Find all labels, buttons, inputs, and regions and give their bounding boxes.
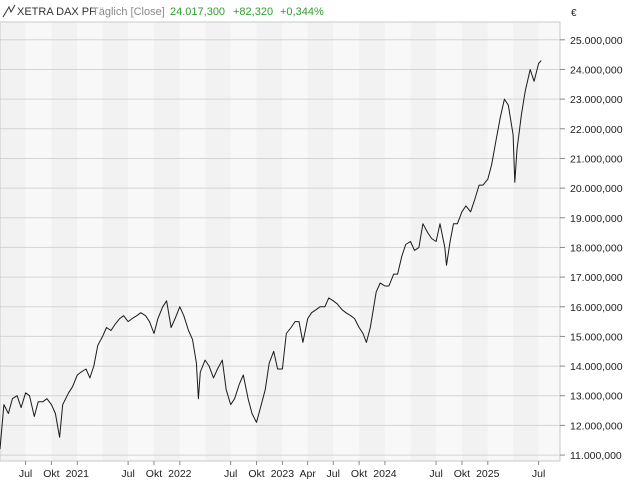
quarter-band	[307, 22, 334, 461]
quarter-band	[25, 22, 52, 461]
y-tick-label: 23.000,000	[570, 94, 623, 106]
y-tick-label: 24.000,000	[570, 64, 623, 76]
quarter-band	[359, 22, 385, 461]
plot-frame	[0, 21, 561, 462]
chart-header: XETRA DAX PF Täglich [Close] 24.017,300 …	[2, 4, 324, 18]
quarter-band	[179, 22, 206, 461]
y-tick-label: 16.000,000	[570, 302, 623, 314]
quarter-band	[102, 22, 129, 461]
y-tick-label: 18.000,000	[570, 242, 623, 254]
y-tick-label: 15.000,000	[570, 331, 623, 343]
x-axis: Jul Okt 2021 Jul Okt 2022 Jul Okt 2023 Apr Jul Okt 2…	[19, 461, 545, 480]
series-layer	[0, 60, 542, 450]
currency-symbol: €	[571, 8, 577, 19]
time-bands	[0, 22, 560, 461]
last-price: 24.017,300	[170, 6, 225, 18]
price-change-percent: +0,344%	[280, 6, 324, 18]
x-tick-label: 2025	[476, 468, 500, 480]
quarter-band	[487, 22, 514, 461]
y-tick-label: 22.000,000	[570, 124, 623, 136]
quarter-band	[77, 22, 103, 461]
x-tick-label: Okt	[248, 468, 264, 480]
y-tick-label: 20.000,000	[570, 183, 623, 195]
instrument-name: XETRA DAX PF	[17, 6, 96, 18]
x-tick-label: 2021	[66, 468, 90, 480]
x-tick-label: Apr	[300, 468, 317, 480]
quarter-band	[153, 22, 180, 461]
y-tick-label: 21.000,000	[570, 153, 623, 165]
x-tick-label: Okt	[43, 468, 59, 480]
x-tick-label: Jul	[532, 468, 545, 480]
y-tick-label: 25.000,000	[570, 35, 623, 47]
series-line	[0, 60, 542, 450]
quarter-band	[410, 22, 437, 461]
quarter-band	[205, 22, 231, 461]
x-tick-label: 2023	[271, 468, 295, 480]
x-tick-label: Okt	[351, 468, 367, 480]
y-tick-label: 12.000,000	[570, 420, 623, 432]
y-tick-label: 13.000,000	[570, 391, 623, 403]
quarter-band	[461, 22, 488, 461]
quarter-band	[333, 22, 360, 461]
y-tick-label: 14.000,000	[570, 361, 623, 373]
quarter-band	[282, 22, 308, 461]
price-change: +82,320	[233, 6, 273, 18]
quarter-band	[230, 22, 257, 461]
x-tick-label: 2024	[373, 468, 397, 480]
quarter-band	[384, 22, 411, 461]
quarter-band	[128, 22, 154, 461]
y-axis: 11.000,000 12.000,000 13.000,000 14.000,000…	[560, 35, 623, 462]
period-label: Täglich [Close]	[92, 6, 165, 18]
quarter-band	[436, 22, 462, 461]
x-tick-label: Jul	[327, 468, 340, 480]
y-tick-label: 19.000,000	[570, 213, 623, 225]
y-tick-label: 11.000,000	[570, 450, 622, 462]
quarter-band	[0, 22, 26, 461]
x-tick-label: Okt	[454, 468, 470, 480]
line-chart-icon	[2, 4, 16, 18]
x-tick-label: Jul	[121, 468, 134, 480]
quarter-band	[256, 22, 283, 461]
x-tick-label: Okt	[146, 468, 162, 480]
quarter-band	[51, 22, 78, 461]
x-tick-label: Jul	[224, 468, 237, 480]
quarter-band	[513, 22, 539, 461]
x-tick-label: 2022	[168, 468, 192, 480]
quarter-band	[538, 22, 560, 461]
x-tick-label: Jul	[19, 468, 32, 480]
x-tick-label: Jul	[429, 468, 442, 480]
grid-lines	[0, 39, 560, 456]
y-tick-label: 17.000,000	[570, 272, 623, 284]
